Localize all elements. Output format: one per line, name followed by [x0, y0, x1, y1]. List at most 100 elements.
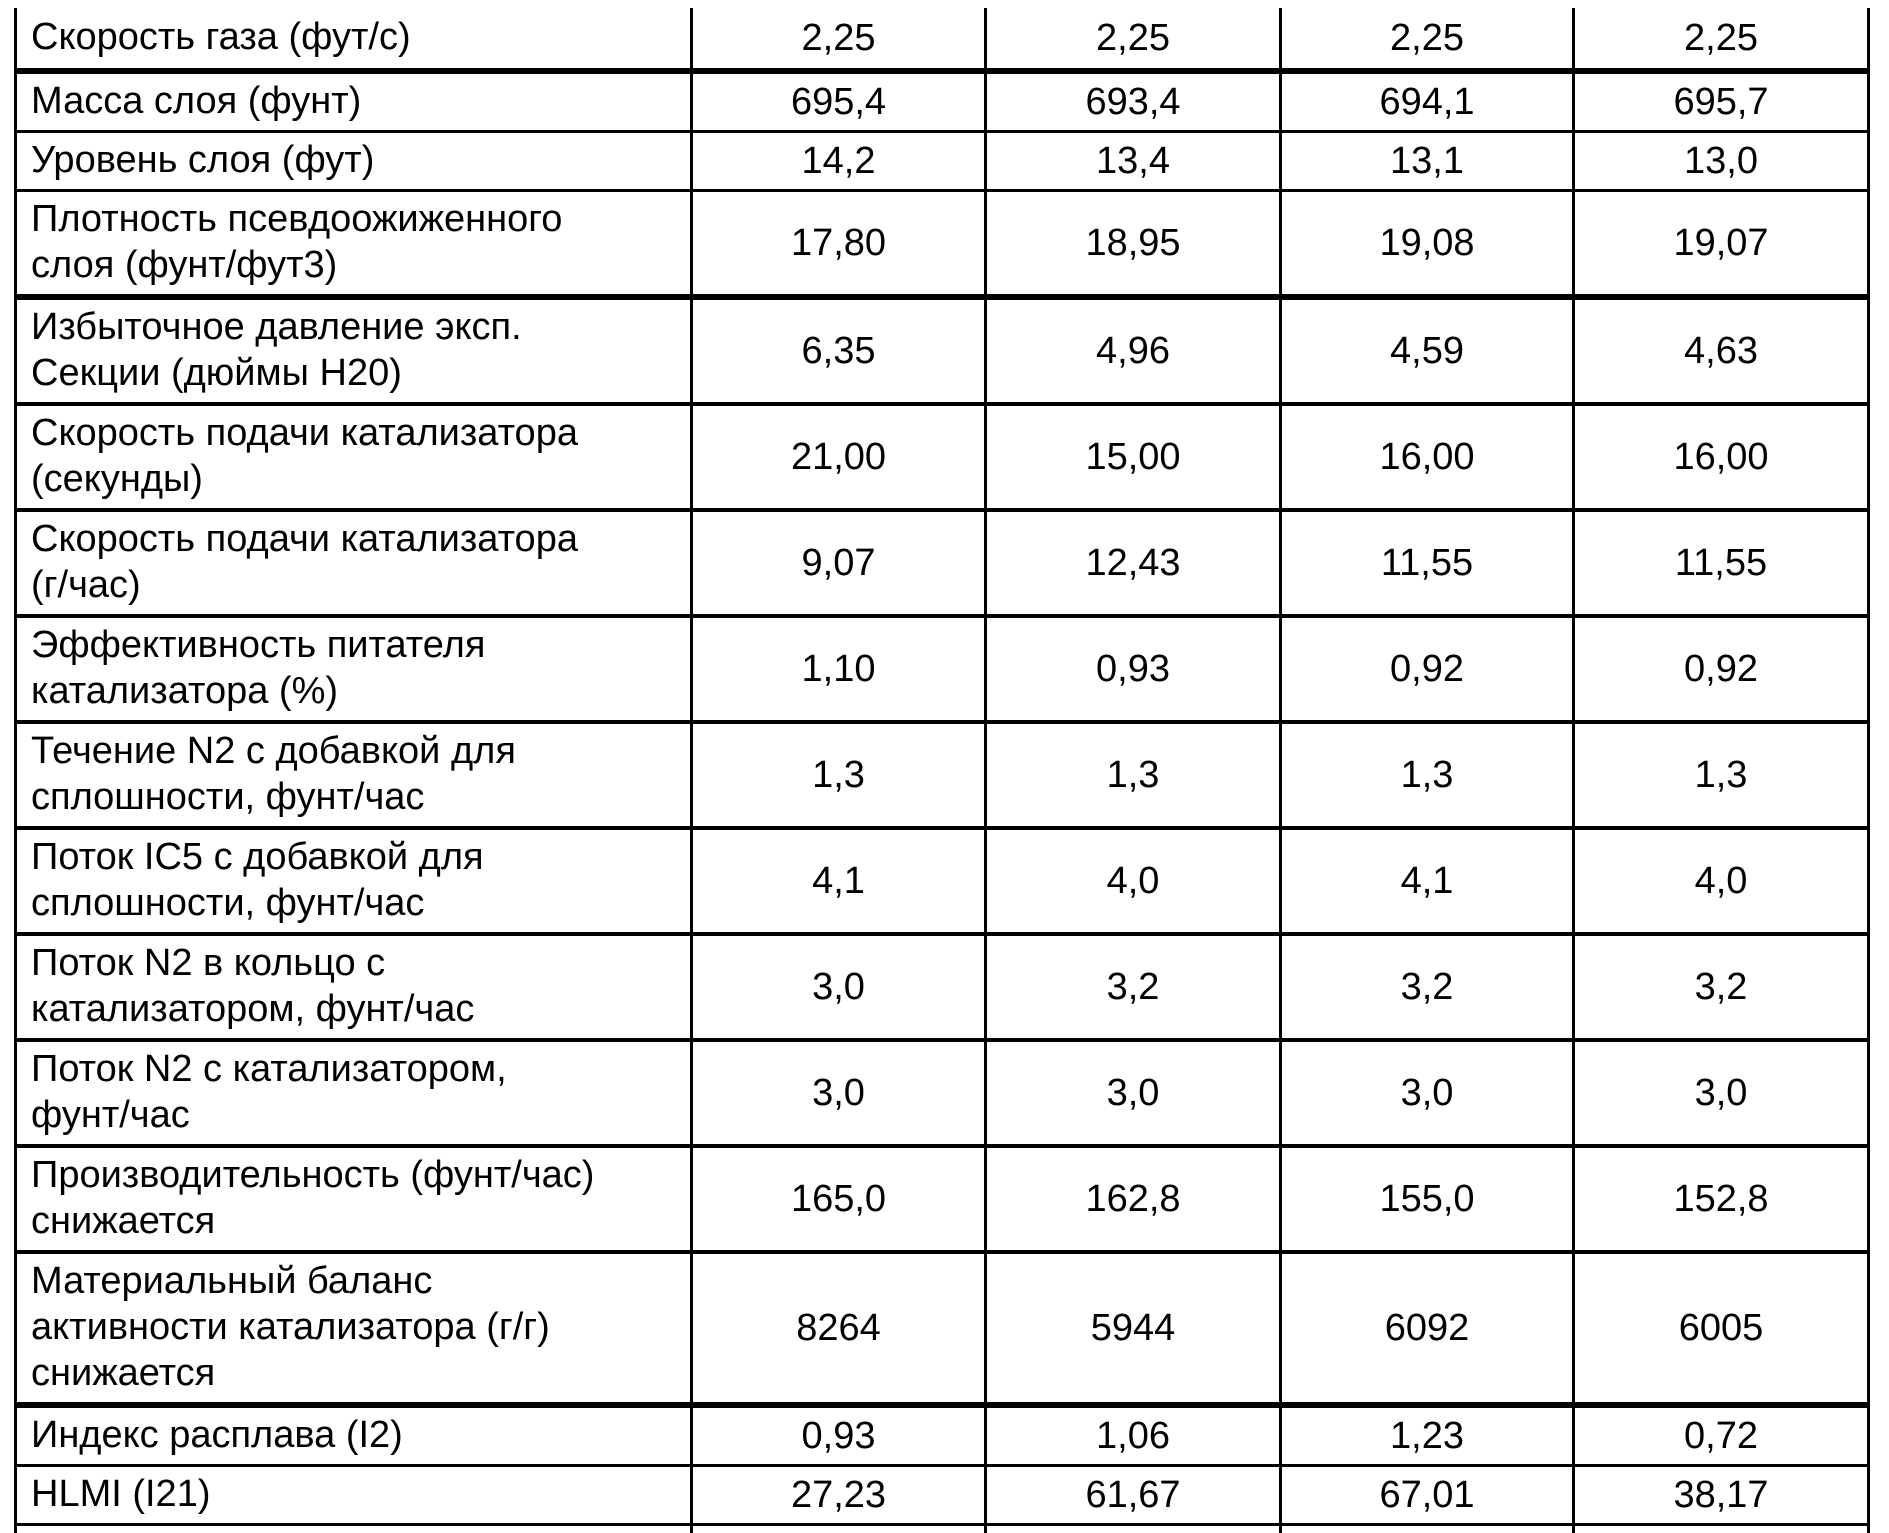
row-label: Избыточное давление эксп. Секции (дюймы …	[14, 295, 693, 406]
table-row: Скорость подачи катализатора (г/час) 9,07…	[14, 508, 1870, 618]
value-cell: 693,4	[984, 69, 1282, 133]
value-cell: 162,8	[984, 1144, 1282, 1254]
value-cell: 54,48	[1279, 1523, 1575, 1533]
row-label: Поток N2 с катализатором, фунт/час	[14, 1038, 693, 1148]
value-cell: 2,25	[1572, 8, 1870, 74]
table-row: Поток N2 в кольцо с катализатором, фунт/…	[14, 932, 1870, 1042]
value-cell: 694,1	[1279, 69, 1575, 133]
value-cell: 6,35	[690, 295, 987, 406]
table-row: Материальный баланс активности катализат…	[14, 1250, 1870, 1408]
value-cell: 5944	[984, 1250, 1282, 1408]
value-cell: 2,25	[1279, 8, 1575, 74]
value-cell: 19,08	[1279, 189, 1575, 300]
value-cell: 3,0	[1572, 1038, 1870, 1148]
value-cell: 27,23	[690, 1464, 987, 1526]
value-cell: 165,0	[690, 1144, 987, 1254]
value-cell: 58,18	[984, 1523, 1282, 1533]
row-label: Скорость газа (фут/с)	[14, 8, 693, 74]
value-cell: 695,4	[690, 69, 987, 133]
table-row: Индекс расплава (I2) 0,93 1,06 1,23 0,72	[14, 1403, 1870, 1467]
table-row: Скорость газа (фут/с) 2,25 2,25 2,25 2,25	[14, 8, 1870, 74]
table-row: Поток N2 с катализатором, фунт/час 3,0 3,0…	[14, 1038, 1870, 1148]
value-cell: 61,67	[984, 1464, 1282, 1526]
value-cell: 695,7	[1572, 69, 1870, 133]
value-cell: 0,72	[1572, 1403, 1870, 1467]
value-cell: 53,09	[1572, 1523, 1870, 1533]
table-row: Масса слоя (фунт) 695,4 693,4 694,1 695,7	[14, 69, 1870, 133]
value-cell: 0,92	[1279, 614, 1575, 724]
table-row: Скорость подачи катализатора (секунды) 21…	[14, 402, 1870, 512]
value-cell: 29,28	[690, 1523, 987, 1533]
value-cell: 4,1	[690, 826, 987, 936]
value-cell: 4,1	[1279, 826, 1575, 936]
value-cell: 4,63	[1572, 295, 1870, 406]
value-cell: 1,3	[984, 720, 1282, 830]
value-cell: 21,00	[690, 402, 987, 512]
value-cell: 3,0	[984, 1038, 1282, 1148]
value-cell: 0,92	[1572, 614, 1870, 724]
value-cell: 9,07	[690, 508, 987, 618]
value-cell: 0,93	[984, 614, 1282, 724]
table-row: MFR (I21/I2)29,2858,1854,4853,09	[14, 1523, 1870, 1533]
value-cell: 14,2	[690, 130, 987, 192]
row-label: Плотность псевдоожиженного слоя (фунт/фу…	[14, 189, 693, 300]
table-row: Уровень слоя (фут) 14,2 13,4 13,1 13,0	[14, 130, 1870, 192]
value-cell: 1,23	[1279, 1403, 1575, 1467]
value-cell: 3,0	[690, 932, 987, 1042]
value-cell: 38,17	[1572, 1464, 1870, 1526]
row-label: Течение N2 с добавкой для сплошности, фу…	[14, 720, 693, 830]
row-label: MFR (I21/I2)	[14, 1523, 693, 1533]
value-cell: 2,25	[984, 8, 1282, 74]
row-label: Масса слоя (фунт)	[14, 69, 693, 133]
row-label: Материальный баланс активности катализат…	[14, 1250, 693, 1408]
value-cell: 3,2	[984, 932, 1282, 1042]
value-cell: 13,1	[1279, 130, 1575, 192]
value-cell: 2,25	[690, 8, 987, 74]
value-cell: 6005	[1572, 1250, 1870, 1408]
value-cell: 13,0	[1572, 130, 1870, 192]
table-row: Плотность псевдоожиженного слоя (фунт/фу…	[14, 189, 1870, 300]
table-row: Течение N2 с добавкой для сплошности, фу…	[14, 720, 1870, 830]
table-row: Эффективность питателя катализатора (%) 1…	[14, 614, 1870, 724]
value-cell: 4,59	[1279, 295, 1575, 406]
results-table: Скорость газа (фут/с) 2,25 2,25 2,25 2,25 Мас…	[14, 8, 1870, 1533]
value-cell: 0,93	[690, 1403, 987, 1467]
value-cell: 1,10	[690, 614, 987, 724]
value-cell: 3,2	[1572, 932, 1870, 1042]
value-cell: 3,2	[1279, 932, 1575, 1042]
value-cell: 4,0	[1572, 826, 1870, 936]
value-cell: 152,8	[1572, 1144, 1870, 1254]
value-cell: 67,01	[1279, 1464, 1575, 1526]
value-cell: 8264	[690, 1250, 987, 1408]
value-cell: 3,0	[1279, 1038, 1575, 1148]
value-cell: 16,00	[1572, 402, 1870, 512]
row-label: Скорость подачи катализатора (г/час)	[14, 508, 693, 618]
row-label: Уровень слоя (фут)	[14, 130, 693, 192]
value-cell: 11,55	[1279, 508, 1575, 618]
value-cell: 1,3	[1279, 720, 1575, 830]
value-cell: 155,0	[1279, 1144, 1575, 1254]
row-label: Индекс расплава (I2)	[14, 1403, 693, 1467]
value-cell: 13,4	[984, 130, 1282, 192]
value-cell: 4,96	[984, 295, 1282, 406]
value-cell: 11,55	[1572, 508, 1870, 618]
value-cell: 1,06	[984, 1403, 1282, 1467]
value-cell: 18,95	[984, 189, 1282, 300]
value-cell: 12,43	[984, 508, 1282, 618]
row-label: Эффективность питателя катализатора (%)	[14, 614, 693, 724]
value-cell: 6092	[1279, 1250, 1575, 1408]
row-label: HLMI (I21)	[14, 1464, 693, 1526]
value-cell: 15,00	[984, 402, 1282, 512]
table-row: HLMI (I21) 27,23 61,67 67,01 38,17	[14, 1464, 1870, 1526]
value-cell: 4,0	[984, 826, 1282, 936]
value-cell: 1,3	[1572, 720, 1870, 830]
row-label: Скорость подачи катализатора (секунды)	[14, 402, 693, 512]
value-cell: 1,3	[690, 720, 987, 830]
value-cell: 17,80	[690, 189, 987, 300]
row-label: Поток N2 в кольцо с катализатором, фунт/…	[14, 932, 693, 1042]
row-label: Поток IC5 с добавкой для сплошности, фун…	[14, 826, 693, 936]
value-cell: 19,07	[1572, 189, 1870, 300]
value-cell: 3,0	[690, 1038, 987, 1148]
row-label: Производительность (фунт/час) снижается	[14, 1144, 693, 1254]
